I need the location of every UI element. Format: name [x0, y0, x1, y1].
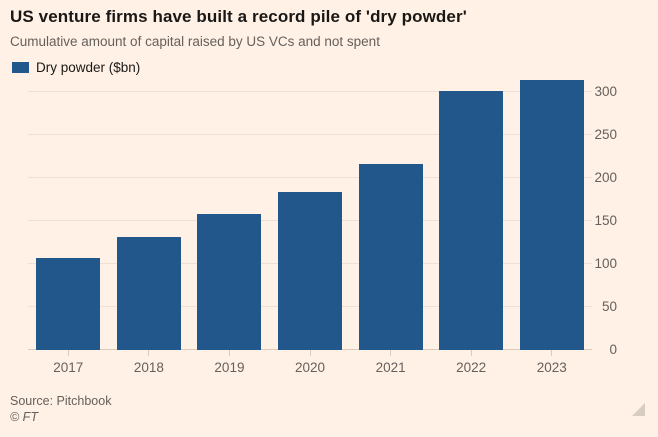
resize-handle-icon[interactable] — [632, 403, 645, 416]
x-tick-slot-2019 — [189, 350, 270, 356]
x-tick-label-2018: 2018 — [133, 360, 164, 375]
bar-slot-2021 — [350, 80, 431, 350]
bars-group — [28, 80, 592, 350]
chart-subtitle: Cumulative amount of capital raised by U… — [10, 34, 380, 49]
chart-title: US venture firms have built a record pil… — [10, 7, 467, 26]
plot-area — [28, 80, 592, 350]
x-tick-2022 — [470, 350, 472, 356]
bar-2020 — [278, 191, 343, 350]
x-tick-2018 — [148, 350, 150, 356]
y-tick-label-50: 50 — [601, 299, 617, 315]
x-tick-2021 — [390, 350, 392, 356]
bar-slot-2017 — [28, 80, 109, 350]
x-tick-slot-2023 — [511, 350, 592, 356]
bar-2022 — [439, 91, 504, 350]
x-tick-2017 — [67, 350, 69, 356]
x-tick-label-2021: 2021 — [375, 360, 406, 375]
y-tick-label-100: 100 — [594, 256, 617, 272]
x-tick-label-2019: 2019 — [214, 360, 245, 375]
x-tick-slot-2018 — [109, 350, 190, 356]
x-tick-2019 — [228, 350, 230, 356]
bar-slot-2019 — [189, 80, 270, 350]
x-tick-label-2020: 2020 — [295, 360, 326, 375]
bar-2019 — [197, 214, 262, 350]
bar-slot-2023 — [511, 80, 592, 350]
x-tick-slot-2021 — [350, 350, 431, 356]
y-axis-labels: 0 50 100 150 200 250 300 — [577, 0, 617, 437]
gridline-200 — [28, 177, 592, 179]
legend-label: Dry powder ($bn) — [36, 60, 141, 75]
y-tick-label-0: 0 — [609, 342, 617, 357]
x-tick-slot-2022 — [431, 350, 512, 356]
gridline-250 — [28, 134, 592, 136]
x-tick-slot-2020 — [270, 350, 351, 356]
x-tick-slot-2017 — [28, 350, 109, 356]
x-tick-label-2022: 2022 — [456, 360, 487, 375]
bar-2017 — [36, 258, 101, 350]
x-axis-ticks — [28, 350, 592, 356]
x-tick-2020 — [309, 350, 311, 356]
y-tick-label-200: 200 — [594, 170, 617, 186]
x-tick-label-2017: 2017 — [53, 360, 84, 375]
copyright-text: © FT — [10, 410, 38, 424]
bar-2023 — [519, 80, 584, 350]
y-tick-label-250: 250 — [594, 127, 617, 143]
legend: Dry powder ($bn) — [12, 60, 140, 75]
y-tick-label-300: 300 — [594, 84, 617, 100]
x-tick-label-2023: 2023 — [536, 360, 567, 375]
y-tick-label-150: 150 — [594, 213, 617, 229]
x-tick-2023 — [551, 350, 553, 356]
bar-slot-2020 — [270, 80, 351, 350]
legend-swatch-icon — [12, 62, 29, 73]
bar-2021 — [358, 164, 423, 350]
bar-slot-2018 — [109, 80, 190, 350]
bar-slot-2022 — [431, 80, 512, 350]
source-text: Source: Pitchbook — [10, 394, 112, 408]
gridline-300 — [28, 91, 592, 93]
bar-2018 — [116, 237, 181, 350]
x-axis-labels: 2017 2018 2019 2020 2021 2022 2023 — [28, 360, 592, 375]
